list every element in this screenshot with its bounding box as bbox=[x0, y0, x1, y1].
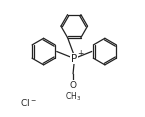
Text: Cl$^-$: Cl$^-$ bbox=[20, 97, 37, 108]
Text: O: O bbox=[70, 81, 77, 90]
Text: CH$_3$: CH$_3$ bbox=[65, 90, 81, 103]
Text: +: + bbox=[77, 49, 83, 58]
Text: P: P bbox=[71, 53, 77, 64]
